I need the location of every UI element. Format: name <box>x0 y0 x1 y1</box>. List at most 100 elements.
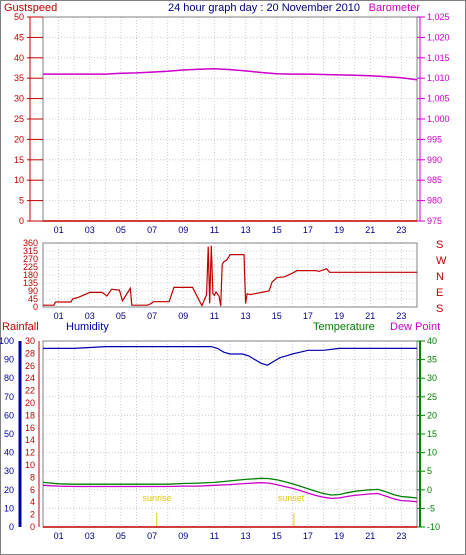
rain-tick-label: 20 <box>25 398 35 408</box>
temperature-line <box>42 477 418 499</box>
hum-tick-label: 100 <box>0 336 14 346</box>
gust-tick-label: 0 <box>19 216 24 226</box>
x-tick-label: 01 <box>54 531 64 541</box>
gust-tick-label: 15 <box>14 155 24 165</box>
x-tick-label: 01 <box>54 225 64 235</box>
hum-tick-label: 0 <box>9 522 14 532</box>
hum-tick-label: 50 <box>4 429 14 439</box>
hum-axis-label: Humidity <box>66 321 109 333</box>
temp-tick-label: 30 <box>427 373 437 383</box>
x-tick-label: 03 <box>85 225 95 235</box>
gust-tick-label: 10 <box>14 175 24 185</box>
x-tick-label: 13 <box>241 531 251 541</box>
humidity-line <box>43 346 417 366</box>
x-tick-label: 21 <box>365 531 375 541</box>
rain-axis-label: Rainfall <box>2 321 39 333</box>
x-tick-label: 19 <box>334 531 344 541</box>
dir-tick-label: 315 <box>23 246 38 256</box>
x-tick-label: 23 <box>396 311 406 321</box>
rain-tick-label: 30 <box>25 336 35 346</box>
x-tick-label: 15 <box>272 311 282 321</box>
rain-tick-label: 28 <box>25 348 35 358</box>
hum-tick-label: 20 <box>4 485 14 495</box>
rain-tick-label: 16 <box>25 423 35 433</box>
gust-tick-label: 40 <box>14 53 24 63</box>
x-tick-label: 09 <box>178 225 188 235</box>
x-tick-label: 19 <box>334 225 344 235</box>
x-tick-label: 03 <box>85 311 95 321</box>
baro-tick-label: 1,020 <box>427 32 450 42</box>
temp-tick-label: 15 <box>427 429 437 439</box>
x-tick-label: 03 <box>85 531 95 541</box>
baro-line <box>43 68 418 81</box>
dir-tick-label: 225 <box>23 262 38 272</box>
dew-legend: Dew Point <box>390 321 440 333</box>
gust-tick-label: 35 <box>14 73 24 83</box>
rain-tick-label: 12 <box>25 448 35 458</box>
temp-tick-label: 40 <box>427 336 437 346</box>
compass-label: E <box>436 287 443 299</box>
x-tick-label: 11 <box>210 311 219 321</box>
baro-tick-label: 975 <box>427 216 442 226</box>
x-tick-label: 09 <box>178 531 188 541</box>
x-tick-label: 15 <box>272 225 282 235</box>
rain-tick-label: 24 <box>25 373 35 383</box>
temp-tick-label: 0 <box>427 485 432 495</box>
hum-tick-label: 80 <box>4 373 14 383</box>
sunset-label: sunset <box>278 493 305 503</box>
compass-label: S <box>436 239 443 251</box>
x-tick-label: 07 <box>147 311 157 321</box>
baro-tick-label: 985 <box>427 175 442 185</box>
baro-tick-label: 1,005 <box>427 94 450 104</box>
x-tick-label: 17 <box>303 531 313 541</box>
x-tick-label: 23 <box>396 225 406 235</box>
rain-tick-label: 8 <box>30 472 35 482</box>
gust-tick-label: 20 <box>14 134 24 144</box>
x-tick-label: 11 <box>210 531 219 541</box>
x-tick-label: 05 <box>116 531 126 541</box>
dir-tick-label: 0 <box>33 302 38 312</box>
gust-tick-label: 30 <box>14 94 24 104</box>
rain-tick-label: 10 <box>25 460 35 470</box>
x-tick-label: 01 <box>54 311 64 321</box>
rain-tick-label: 6 <box>30 485 35 495</box>
dir-tick-label: 45 <box>28 294 38 304</box>
gust-tick-label: 45 <box>14 32 24 42</box>
x-tick-label: 21 <box>365 225 375 235</box>
temp-tick-label: -10 <box>427 522 440 532</box>
x-tick-label: 17 <box>303 311 313 321</box>
hum-tick-label: 10 <box>4 503 14 513</box>
baro-tick-label: 1,025 <box>427 12 450 22</box>
x-tick-label: 21 <box>365 311 375 321</box>
dir-tick-label: 135 <box>23 278 38 288</box>
hum-tick-label: 70 <box>4 392 14 402</box>
gust-axis-label: Gustspeed <box>4 2 57 14</box>
baro-tick-label: 990 <box>427 155 442 165</box>
x-tick-label: 13 <box>241 225 251 235</box>
rain-tick-label: 26 <box>25 361 35 371</box>
temp-tick-label: 10 <box>427 448 437 458</box>
hum-tick-label: 60 <box>4 410 14 420</box>
baro-tick-label: 1,015 <box>427 53 450 63</box>
x-tick-label: 05 <box>116 225 126 235</box>
dir-tick-label: 180 <box>23 270 38 280</box>
chart-title: 24 hour graph day : 20 November 2010 <box>168 2 360 14</box>
dir-tick-label: 270 <box>23 254 38 264</box>
rain-tick-label: 18 <box>25 410 35 420</box>
temp-tick-label: 20 <box>427 410 437 420</box>
gust-tick-label: 50 <box>14 12 24 22</box>
compass-label: W <box>436 255 447 267</box>
rain-tick-label: 22 <box>25 386 35 396</box>
hum-tick-label: 40 <box>4 448 14 458</box>
sunrise-label: sunrise <box>142 493 171 503</box>
baro-axis-label: Barometer <box>369 2 421 14</box>
temp-tick-label: -5 <box>427 503 435 513</box>
gust-tick-label: 25 <box>14 114 24 124</box>
x-tick-label: 07 <box>147 531 157 541</box>
hum-tick-label: 90 <box>4 355 14 365</box>
dewpoint-line <box>42 482 418 503</box>
x-tick-label: 11 <box>210 225 219 235</box>
x-tick-label: 07 <box>147 225 157 235</box>
x-tick-label: 23 <box>396 531 406 541</box>
